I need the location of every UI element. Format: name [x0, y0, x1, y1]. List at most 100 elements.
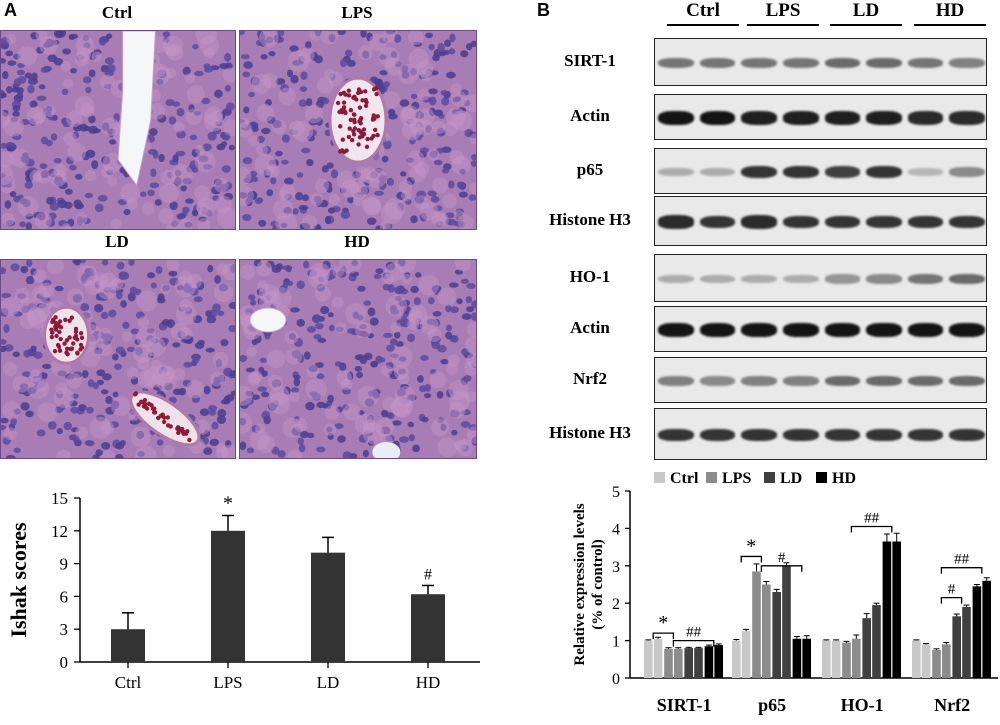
cytoplasm-patches — [240, 31, 476, 229]
blot-band — [658, 323, 694, 337]
blot-band — [741, 274, 777, 284]
blot-band — [866, 375, 902, 387]
significance-mark: ## — [954, 552, 970, 568]
ishak-score-chart: 0 3 6 9 12 15 Ishak scores Ctrl LPS * LD HD # — [6, 489, 480, 692]
blot-band — [699, 274, 736, 284]
bar-ho-1-hd — [882, 541, 892, 678]
blot-label-histone-h3: Histone H3 — [549, 210, 631, 229]
blot-band — [741, 376, 777, 386]
blot-strip-histone-h3 — [654, 408, 987, 460]
blot-label-histone-h3: Histone H3 — [549, 423, 631, 442]
relative-expression-chart: 0 1 2 3 4 5 Relative expression levels (% of co… — [572, 470, 998, 715]
bar-sirt-1-ld — [694, 648, 703, 678]
blot-strip-actin — [654, 94, 987, 140]
x-tick-label: LD — [317, 673, 340, 692]
blot-band — [699, 111, 736, 125]
histology-label-ctrl: Ctrl — [101, 3, 133, 22]
panel-letter-b: B — [537, 0, 550, 20]
blot-band — [741, 215, 777, 229]
blot-band — [741, 165, 777, 179]
bar-p65-hd — [802, 638, 811, 678]
blot-band — [741, 111, 777, 125]
blot-band — [824, 57, 861, 69]
blot-band — [658, 428, 694, 442]
blot-band — [658, 274, 694, 284]
histology-label-hd: HD — [344, 232, 370, 251]
histology-texture — [240, 31, 476, 229]
significance-bracket: ## — [672, 625, 715, 647]
legend-swatch-lps — [706, 472, 717, 483]
y-tick-label: 3 — [60, 620, 69, 639]
bar-sirt-1-hd — [714, 645, 723, 678]
legend-swatch-ctrl — [654, 472, 665, 483]
y-tick-label: 1 — [612, 634, 620, 651]
histology-texture — [1, 260, 235, 458]
small-vein — [249, 307, 287, 333]
significance-mark: * — [223, 492, 233, 514]
y-tick-label: 4 — [612, 521, 620, 538]
blot-band — [699, 376, 736, 386]
histology-texture — [240, 260, 476, 458]
blot-strip-ho-1 — [654, 254, 987, 302]
y-axis-label: Ishak scores — [6, 522, 31, 638]
blot-band — [782, 428, 819, 442]
blot-band — [949, 375, 985, 387]
blot-group-bar — [914, 24, 986, 26]
blot-band — [699, 323, 736, 337]
tissue-background — [1, 31, 235, 229]
histology-label-lps: LPS — [341, 3, 373, 22]
significance-bracket: # — [940, 582, 963, 604]
bar-nrf2-hd — [982, 580, 991, 678]
blot-band — [782, 165, 819, 179]
blot-label-nrf2: Nrf2 — [573, 369, 607, 388]
x-tick-label: Ctrl — [115, 673, 142, 692]
y-tick-label: 0 — [612, 671, 620, 688]
histology-image-hd — [239, 259, 477, 459]
bar-nrf2-lps — [942, 644, 951, 678]
blot-band — [907, 111, 944, 125]
blot-band — [866, 57, 902, 69]
blot-band — [949, 111, 985, 125]
bar-hd — [411, 594, 445, 662]
bracket-line — [760, 565, 803, 572]
bar-sirt-1-ld — [684, 648, 693, 678]
bar-sirt-1-lps — [674, 648, 683, 678]
bar-sirt-1-hd — [704, 646, 714, 678]
bar-sirt-1-ctrl — [644, 640, 653, 678]
y-axis-label: (% of control) — [590, 539, 606, 630]
blot-band — [866, 274, 902, 284]
bracket-line — [940, 596, 963, 604]
bar-p65-ctrl — [741, 631, 751, 678]
y-tick-label: 3 — [612, 559, 620, 576]
blot-band — [949, 428, 985, 442]
blot-band — [699, 428, 736, 442]
x-tick-label: HO-1 — [841, 695, 884, 715]
blot-band — [782, 111, 819, 125]
y-tick-label: 2 — [612, 596, 620, 613]
histology-image-ctrl — [0, 30, 236, 230]
blot-band — [949, 167, 985, 177]
x-tick-label: Nrf2 — [934, 695, 970, 715]
blot-band — [782, 57, 819, 69]
blot-band — [866, 428, 902, 442]
blot-band — [907, 323, 944, 337]
bar-p65-lps — [752, 571, 761, 678]
blot-band — [824, 165, 861, 179]
blot-band — [949, 215, 985, 229]
bar-nrf2-lps — [932, 649, 941, 678]
bar-ho-1-ctrl — [822, 640, 831, 678]
blot-band — [866, 111, 902, 125]
blot-group-bar — [747, 24, 819, 26]
x-tick-label: p65 — [758, 695, 786, 715]
bar-p65-ld — [772, 591, 781, 678]
y-axis-label: Relative expression levels — [572, 503, 588, 665]
blot-band — [907, 215, 944, 229]
legend-swatch-ld — [764, 472, 775, 483]
blot-band — [658, 376, 694, 386]
blot-band — [907, 375, 944, 387]
blot-label-sirt-1: SIRT-1 — [564, 51, 616, 70]
significance-bracket: * — [652, 612, 675, 640]
bar-nrf2-ctrl — [912, 640, 921, 678]
bar-nrf2-hd — [972, 586, 982, 678]
blot-band — [782, 376, 819, 386]
